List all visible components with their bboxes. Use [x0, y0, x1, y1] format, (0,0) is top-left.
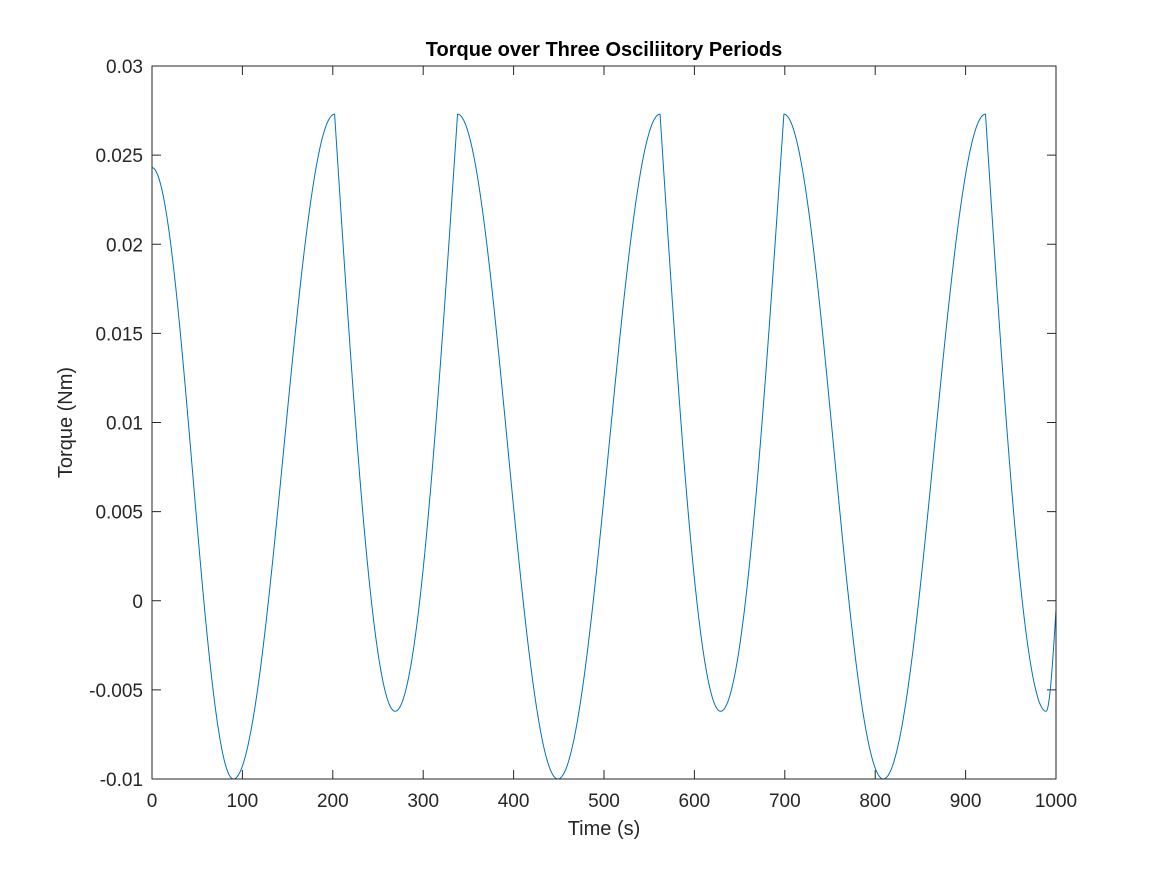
y-tick-labels: -0.01 -0.005 0 0.005 0.01 0.015 0.02 0.025 0.03 — [89, 57, 143, 791]
x-tick-label: 0 — [147, 791, 158, 812]
x-tick-label: 700 — [769, 791, 801, 812]
y-tick-label: -0.01 — [100, 770, 143, 791]
x-tick-label: 1000 — [1035, 791, 1077, 812]
x-tick-label: 400 — [498, 791, 530, 812]
x-axis-label: Time (s) — [568, 818, 641, 840]
y-tick-label: 0.025 — [95, 146, 143, 167]
y-tick-label: 0 — [132, 592, 143, 613]
y-tick-label: 0.02 — [106, 235, 143, 256]
plot-area-box — [151, 65, 1057, 780]
y-tick-label: 0.01 — [106, 414, 143, 435]
y-axis-label: Torque (Nm) — [55, 367, 77, 478]
plot-area-background — [152, 66, 1056, 779]
x-tick-label: 600 — [679, 791, 711, 812]
x-tick-label: 300 — [407, 791, 439, 812]
y-tick-label: 0.03 — [106, 57, 143, 78]
chart-title: Torque over Three Osciliitory Periods — [426, 39, 782, 61]
x-tick-label: 100 — [227, 791, 259, 812]
y-tick-label: 0.015 — [95, 324, 143, 345]
series-line-torque — [151, 113, 1057, 780]
x-tick-label: 900 — [950, 791, 982, 812]
x-tick-label: 800 — [859, 791, 891, 812]
y-tick-label: 0.005 — [95, 503, 143, 524]
x-tick-label: 200 — [317, 791, 349, 812]
y-tick-label: -0.005 — [89, 681, 143, 702]
x-tick-label: 500 — [588, 791, 620, 812]
x-tick-labels: 0 100 200 300 400 500 600 700 800 900 1000 — [147, 791, 1077, 812]
